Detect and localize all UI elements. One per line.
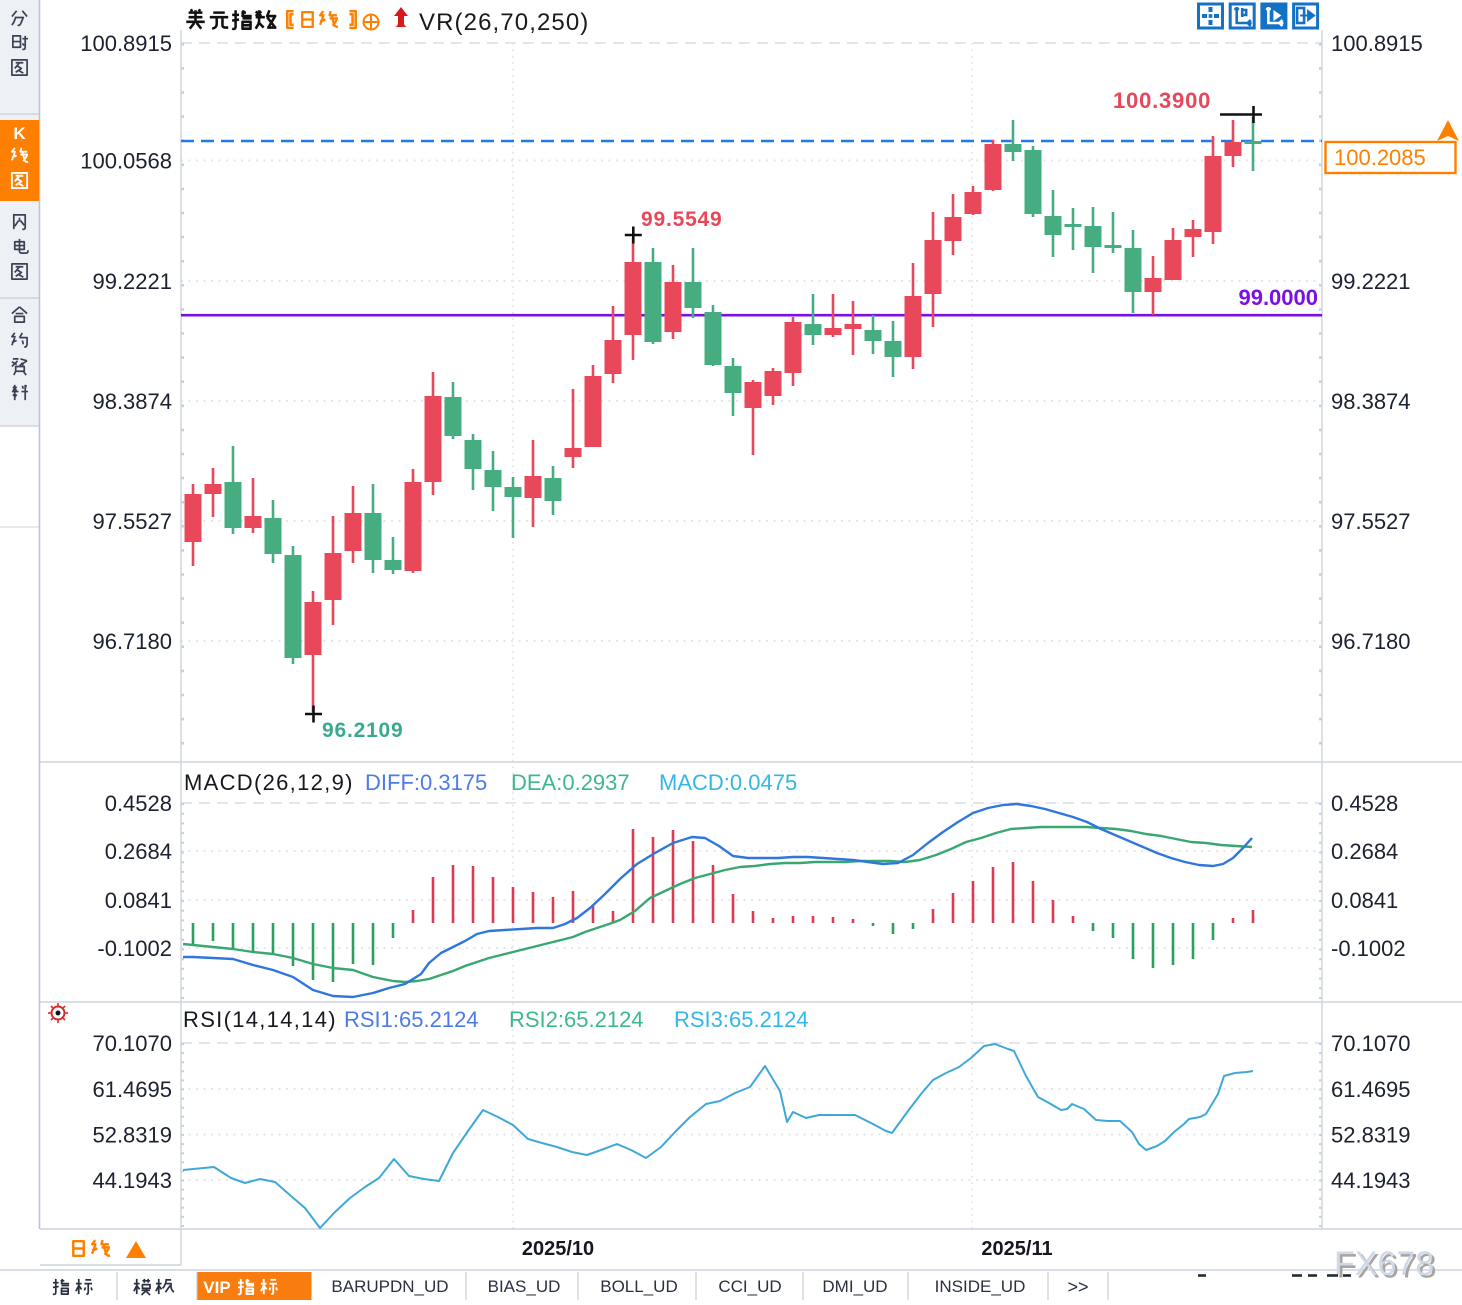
svg-text:2025/11: 2025/11 <box>981 1238 1052 1260</box>
svg-text:0.2684: 0.2684 <box>1331 839 1398 864</box>
svg-text:VIP: VIP <box>203 1278 230 1297</box>
svg-text:BARUPDN_UD: BARUPDN_UD <box>331 1277 448 1296</box>
svg-text:96.2109: 96.2109 <box>322 719 404 742</box>
svg-text:100.2085: 100.2085 <box>1334 145 1426 170</box>
svg-text:97.5527: 97.5527 <box>92 509 172 534</box>
svg-text:98.3874: 98.3874 <box>1331 389 1411 414</box>
svg-text:FX678: FX678 <box>1334 1245 1434 1283</box>
svg-text:96.7180: 96.7180 <box>92 629 172 654</box>
svg-text:0.4528: 0.4528 <box>105 791 172 816</box>
svg-text:RSI2:65.2124: RSI2:65.2124 <box>509 1007 644 1032</box>
svg-text:>>: >> <box>1067 1277 1088 1297</box>
svg-text:61.4695: 61.4695 <box>1331 1077 1411 1102</box>
svg-text:DMI_UD: DMI_UD <box>822 1277 887 1296</box>
svg-text:MACD:0.0475: MACD:0.0475 <box>659 770 797 795</box>
svg-text:DIFF:0.3175: DIFF:0.3175 <box>365 770 487 795</box>
svg-text:97.5527: 97.5527 <box>1331 509 1411 534</box>
svg-text:RSI3:65.2124: RSI3:65.2124 <box>674 1007 809 1032</box>
svg-text:RSI(14,14,14): RSI(14,14,14) <box>183 1007 337 1032</box>
svg-text:DEA:0.2937: DEA:0.2937 <box>511 770 630 795</box>
svg-text:70.1070: 70.1070 <box>1331 1031 1411 1056</box>
svg-text:44.1943: 44.1943 <box>92 1168 172 1193</box>
svg-text:100.3900: 100.3900 <box>1113 88 1211 113</box>
svg-text:99.0000: 99.0000 <box>1238 285 1318 310</box>
svg-text:FX678: FX678 <box>1337 1248 1437 1286</box>
svg-text:CCI_UD: CCI_UD <box>718 1277 781 1296</box>
svg-text:VR(26,70,250): VR(26,70,250) <box>419 9 589 36</box>
svg-text:2025/10: 2025/10 <box>522 1238 594 1260</box>
svg-text:0.0841: 0.0841 <box>1331 888 1398 913</box>
svg-text:99.2221: 99.2221 <box>1331 269 1411 294</box>
svg-text:-0.1002: -0.1002 <box>97 936 172 961</box>
svg-text:0.4528: 0.4528 <box>1331 791 1398 816</box>
svg-text:99.5549: 99.5549 <box>641 208 723 231</box>
svg-text:K: K <box>13 124 26 143</box>
svg-text:0.0841: 0.0841 <box>105 888 172 913</box>
svg-text:-0.1002: -0.1002 <box>1331 936 1406 961</box>
svg-text:96.7180: 96.7180 <box>1331 629 1411 654</box>
svg-text:100.8915: 100.8915 <box>1331 31 1423 56</box>
svg-text:RSI1:65.2124: RSI1:65.2124 <box>344 1007 479 1032</box>
svg-text:70.1070: 70.1070 <box>92 1031 172 1056</box>
svg-text:52.8319: 52.8319 <box>92 1123 172 1148</box>
svg-text:BIAS_UD: BIAS_UD <box>488 1277 561 1296</box>
svg-text:MACD(26,12,9): MACD(26,12,9) <box>184 770 354 795</box>
svg-text:99.2221: 99.2221 <box>92 269 172 294</box>
svg-text:BOLL_UD: BOLL_UD <box>600 1277 677 1296</box>
svg-text:61.4695: 61.4695 <box>92 1077 172 1102</box>
svg-text:52.8319: 52.8319 <box>1331 1123 1411 1148</box>
svg-text:98.3874: 98.3874 <box>92 389 172 414</box>
svg-text:INSIDE_UD: INSIDE_UD <box>935 1277 1026 1296</box>
svg-text:0.2684: 0.2684 <box>105 839 172 864</box>
svg-text:100.8915: 100.8915 <box>80 31 172 56</box>
svg-text:100.0568: 100.0568 <box>80 149 172 174</box>
svg-text:44.1943: 44.1943 <box>1331 1168 1411 1193</box>
